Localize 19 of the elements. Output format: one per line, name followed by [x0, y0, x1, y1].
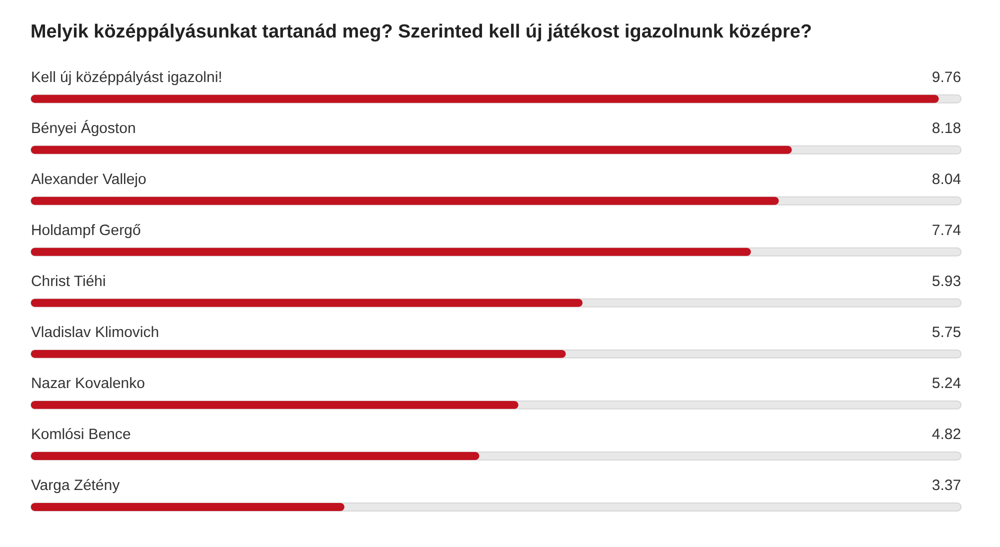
y-tick-label: Komlósi Bence — [30, 426, 131, 443]
y-tick-label: Varga Zétény — [30, 476, 120, 494]
y-tick-label: Vladislav Klimovich — [30, 324, 160, 341]
y-tick-label: Alexander Vallejo — [30, 170, 146, 188]
data-label: 5.75 — [932, 324, 962, 341]
data-label: 5.93 — [932, 272, 962, 290]
data-label: 7.74 — [932, 222, 962, 239]
data-label: 9.76 — [932, 68, 962, 86]
y-tick-label: Holdampf Gergő — [30, 222, 141, 239]
data-label: 4.82 — [932, 426, 962, 443]
y-tick-label: Nazar Kovalenko — [30, 374, 145, 392]
y-tick-label: Bényei Ágoston — [30, 120, 136, 137]
y-tick-label: Kell új középpályást igazolni! — [30, 68, 222, 86]
data-label: 8.18 — [932, 120, 962, 137]
data-label: 5.24 — [932, 374, 962, 392]
data-label: 3.37 — [932, 476, 962, 494]
data-label: 8.04 — [932, 170, 962, 188]
y-tick-label: Christ Tiéhi — [30, 272, 106, 290]
chart-title: Melyik középpályásunkat tartanád meg? Szerinted kell új játékost igazolnunk középre? — [30, 21, 812, 42]
